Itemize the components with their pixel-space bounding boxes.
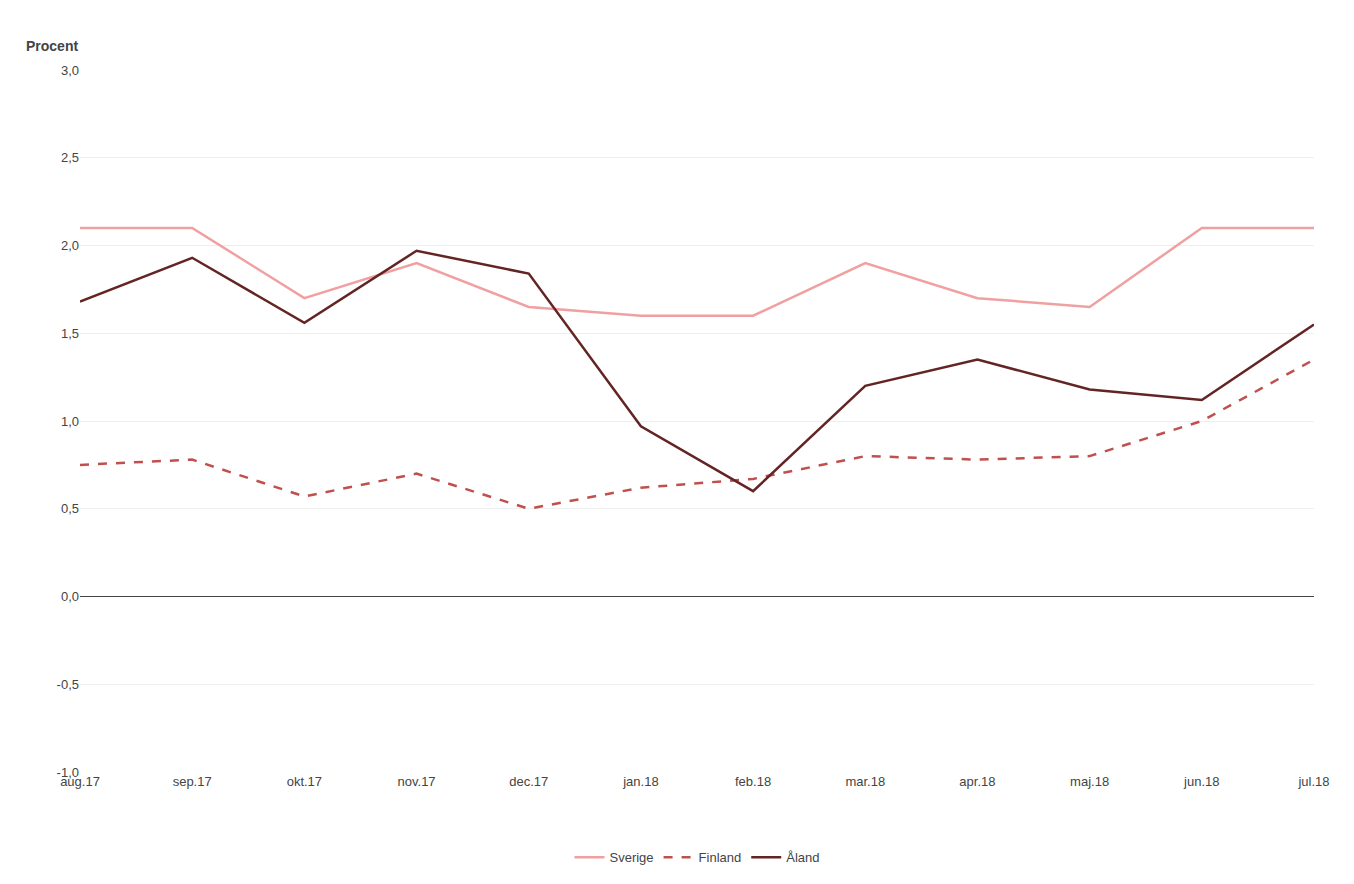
svg-text:Åland: Åland bbox=[786, 850, 819, 865]
svg-text:2,5: 2,5 bbox=[61, 150, 79, 165]
svg-text:-1,0: -1,0 bbox=[57, 765, 79, 780]
svg-text:0,5: 0,5 bbox=[61, 501, 79, 516]
svg-text:nov.17: nov.17 bbox=[398, 774, 436, 789]
svg-text:okt.17: okt.17 bbox=[287, 774, 322, 789]
svg-text:2,0: 2,0 bbox=[61, 238, 79, 253]
svg-text:jul.18: jul.18 bbox=[1297, 774, 1329, 789]
svg-text:Finland: Finland bbox=[699, 850, 742, 865]
svg-text:maj.18: maj.18 bbox=[1070, 774, 1109, 789]
svg-text:feb.18: feb.18 bbox=[735, 774, 771, 789]
svg-text:Procent: Procent bbox=[26, 38, 78, 54]
svg-text:jun.18: jun.18 bbox=[1183, 774, 1219, 789]
svg-text:Sverige: Sverige bbox=[610, 850, 654, 865]
svg-text:0,0: 0,0 bbox=[61, 589, 79, 604]
svg-text:apr.18: apr.18 bbox=[959, 774, 995, 789]
svg-text:3,0: 3,0 bbox=[61, 63, 79, 78]
svg-text:aug.17: aug.17 bbox=[60, 774, 100, 789]
svg-text:-0,5: -0,5 bbox=[57, 677, 79, 692]
svg-text:1,5: 1,5 bbox=[61, 326, 79, 341]
svg-text:dec.17: dec.17 bbox=[509, 774, 548, 789]
svg-text:jan.18: jan.18 bbox=[622, 774, 658, 789]
svg-text:mar.18: mar.18 bbox=[845, 774, 885, 789]
svg-text:1,0: 1,0 bbox=[61, 414, 79, 429]
svg-text:sep.17: sep.17 bbox=[173, 774, 212, 789]
